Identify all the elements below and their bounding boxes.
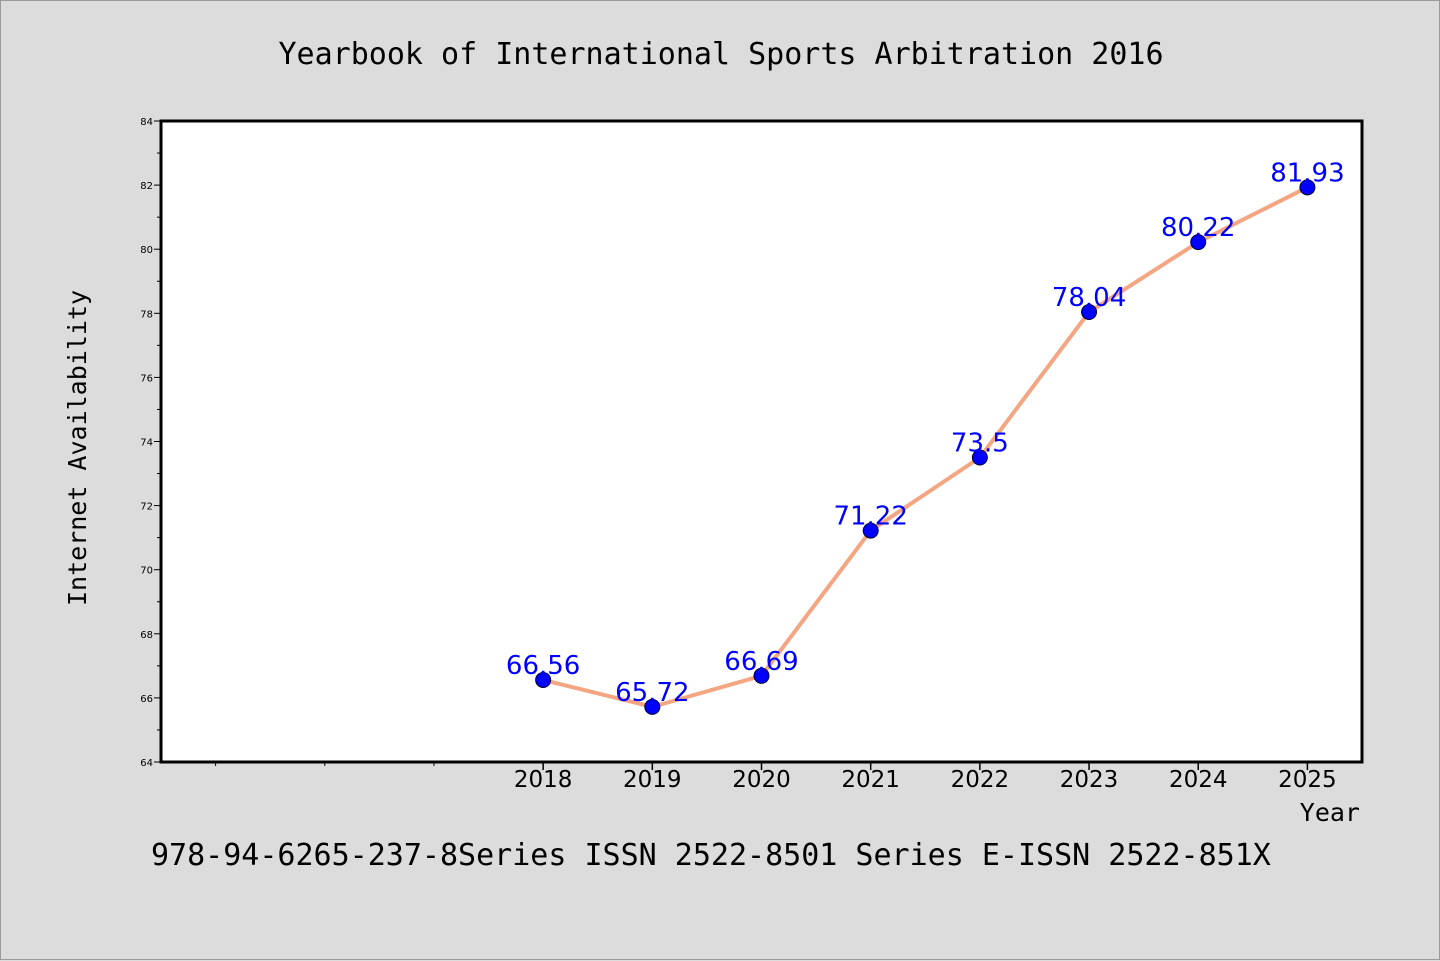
- x-tick-label: 2025: [1278, 767, 1337, 793]
- x-tick-label: 2019: [623, 767, 682, 793]
- y-tick-label: 74: [140, 438, 153, 449]
- x-tick-label: 2024: [1169, 767, 1228, 793]
- plot-area: [159, 119, 1364, 764]
- data-point: [644, 698, 661, 715]
- x-tick-label: 2020: [732, 767, 791, 793]
- data-label: 78.04: [1052, 283, 1126, 313]
- data-label: 66.56: [506, 651, 580, 681]
- data-point: [862, 522, 879, 539]
- series: 66.56 65.72 66.69 71.22 73.5 78.04 80.22 81.93: [506, 158, 1345, 715]
- x-axis-label: Year: [1300, 798, 1360, 827]
- y-tick-label: 84: [140, 117, 153, 128]
- y-tick-label: 80: [140, 245, 153, 256]
- y-tick-label: 78: [140, 309, 153, 320]
- data-label: 80.22: [1161, 213, 1235, 243]
- data-point: [971, 449, 988, 466]
- y-tick-label: 68: [140, 630, 153, 641]
- y-axis: 64 66 68 70 72 74 76 78 80 82 84: [140, 117, 161, 769]
- y-tick-label: 64: [140, 758, 153, 769]
- y-tick-label: 76: [140, 373, 153, 384]
- chart-title: Yearbook of International Sports Arbitra…: [278, 37, 1163, 72]
- data-label: 81.93: [1270, 158, 1344, 188]
- x-tick-label: 2021: [841, 767, 900, 793]
- y-tick-label: 66: [140, 694, 153, 705]
- series-line: [541, 185, 1310, 709]
- data-label: 73.5: [951, 429, 1009, 459]
- y-axis-label: Internet Availability: [63, 290, 92, 606]
- data-label: 65.72: [615, 678, 689, 708]
- y-tick-label: 82: [140, 181, 153, 192]
- data-point: [1081, 304, 1098, 321]
- data-point: [1299, 179, 1316, 196]
- data-label: 71.22: [833, 502, 907, 532]
- data-point: [753, 667, 770, 684]
- y-tick-label: 72: [140, 502, 153, 513]
- x-axis: 2018 2019 2020 2021 2022 2023 2024 2025: [215, 762, 1337, 793]
- data-label: 66.69: [724, 647, 798, 677]
- data-point: [1190, 234, 1207, 251]
- data-point: [535, 671, 552, 688]
- x-tick-label: 2022: [951, 767, 1010, 793]
- x-tick-label: 2023: [1060, 767, 1119, 793]
- footer-identifiers: 978-94-6265-237-8Series ISSN 2522-8501 S…: [151, 838, 1271, 873]
- x-tick-label: 2018: [514, 767, 573, 793]
- y-tick-label: 70: [140, 566, 153, 577]
